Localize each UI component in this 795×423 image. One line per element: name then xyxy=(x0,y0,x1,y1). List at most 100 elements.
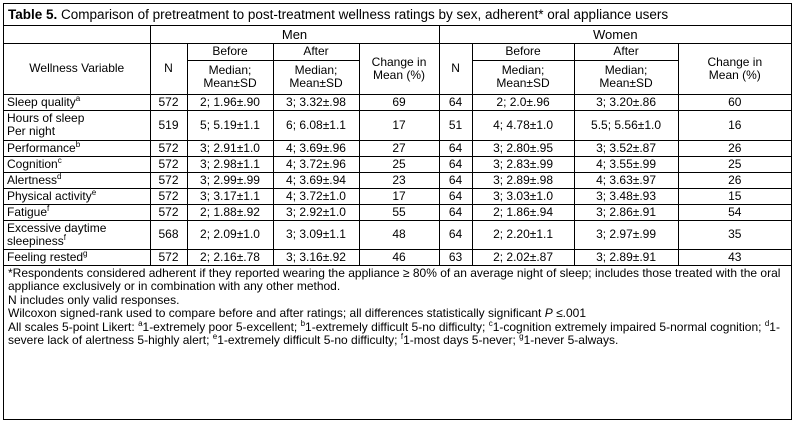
variable-cell: Cognitionc xyxy=(4,155,151,173)
men-n-cell: 572 xyxy=(149,139,188,157)
women-n-cell: 64 xyxy=(438,155,473,173)
women-after-header: After xyxy=(573,42,679,61)
before-after-header-row: Wellness Variable N Before After Change … xyxy=(4,42,792,95)
men-n-cell: 572 xyxy=(149,203,188,221)
women-before-cell: 3; 2.80±.95 xyxy=(471,139,575,157)
table-title: Table 5. Comparison of pretreatment to p… xyxy=(4,4,791,26)
table-row: Fatiguef 572 2; 1.88±.92 3; 2.92±1.0 55 … xyxy=(4,203,792,221)
men-n-cell: 572 xyxy=(149,93,188,111)
women-before-cell: 2; 1.86±.94 xyxy=(471,203,575,221)
variable-cell: Fatiguef xyxy=(4,203,151,221)
women-after-cell: 3; 2.86±.91 xyxy=(573,203,679,221)
table-row: Excessive daytime sleepinessf 568 2; 2.09… xyxy=(4,219,792,250)
blank-header-cell xyxy=(4,26,151,44)
women-before-median-header: Median; Mean±SD xyxy=(471,59,575,95)
women-after-cell: 3; 2.89±.91 xyxy=(573,248,679,266)
men-after-cell: 4; 3.72±.96 xyxy=(272,155,360,173)
women-before-cell: 3; 2.89±.98 xyxy=(471,171,575,189)
men-after-cell: 6; 6.08±1.1 xyxy=(272,109,360,141)
women-before-cell: 3; 3.03±1.0 xyxy=(471,187,575,205)
men-before-cell: 2; 2.09±1.0 xyxy=(186,219,274,250)
women-n-cell: 64 xyxy=(438,171,473,189)
footnote-n: N includes only valid responses. xyxy=(8,292,180,307)
men-after-cell: 4; 3.72±1.0 xyxy=(272,187,360,205)
women-after-cell: 3; 3.48±.93 xyxy=(573,187,679,205)
women-n-cell: 64 xyxy=(438,139,473,157)
table-row: Performanceb 572 3; 2.91±1.0 4; 3.69±.96… xyxy=(4,139,792,157)
women-after-cell: 4; 3.55±.99 xyxy=(573,155,679,173)
variable-header: Wellness Variable xyxy=(4,42,151,95)
table-row: Hours of sleep Per night 519 5; 5.19±1.1 … xyxy=(4,109,792,141)
footnote-wilcoxon: Wilcoxon signed-rank used to compare bef… xyxy=(8,306,587,321)
men-change-cell: 55 xyxy=(358,203,440,221)
men-after-cell: 4; 3.69±.94 xyxy=(272,171,360,189)
women-n-cell: 64 xyxy=(438,187,473,205)
men-change-cell: 27 xyxy=(358,139,440,157)
men-after-median-header: Median; Mean±SD xyxy=(272,59,360,95)
men-n-cell: 572 xyxy=(149,155,188,173)
table-figure: Table 5. Comparison of pretreatment to p… xyxy=(3,3,792,420)
men-before-cell: 2; 2.16±.78 xyxy=(186,248,274,266)
table-row: Sleep qualitya 572 2; 1.96±.90 3; 3.32±.… xyxy=(4,93,792,111)
women-change-cell: 54 xyxy=(677,203,792,221)
men-before-header: Before xyxy=(186,42,274,61)
women-change-cell: 43 xyxy=(677,248,792,266)
men-n-header: N xyxy=(149,42,188,95)
women-change-cell: 60 xyxy=(677,93,792,111)
women-after-cell: 3; 2.97±.99 xyxy=(573,219,679,250)
women-change-cell: 26 xyxy=(677,171,792,189)
men-n-cell: 519 xyxy=(149,109,188,141)
women-after-cell: 3; 3.20±.86 xyxy=(573,93,679,111)
women-after-cell: 5.5; 5.56±1.0 xyxy=(573,109,679,141)
women-change-cell: 35 xyxy=(677,219,792,250)
variable-cell: Performanceb xyxy=(4,139,151,157)
table-row: Feeling restedg 572 2; 2.16±.78 3; 3.16±… xyxy=(4,248,792,266)
men-n-cell: 568 xyxy=(149,219,188,250)
women-group-header: Women xyxy=(438,26,792,44)
men-before-cell: 5; 5.19±1.1 xyxy=(186,109,274,141)
women-before-cell: 3; 2.83±.99 xyxy=(471,155,575,173)
men-change-cell: 46 xyxy=(358,248,440,266)
women-before-cell: 2; 2.02±.87 xyxy=(471,248,575,266)
table-label: Table 5. xyxy=(8,7,58,22)
men-after-cell: 3; 2.92±1.0 xyxy=(272,203,360,221)
wellness-table: Men Women Wellness Variable N Before Aft… xyxy=(4,26,792,266)
variable-cell: Physical activitye xyxy=(4,187,151,205)
men-change-cell: 48 xyxy=(358,219,440,250)
men-after-cell: 3; 3.32±.98 xyxy=(272,93,360,111)
men-after-cell: 4; 3.69±.96 xyxy=(272,139,360,157)
men-n-cell: 572 xyxy=(149,171,188,189)
table-row: Physical activitye 572 3; 3.17±1.1 4; 3.… xyxy=(4,187,792,205)
women-n-cell: 63 xyxy=(438,248,473,266)
women-change-cell: 26 xyxy=(677,139,792,157)
men-before-median-header: Median; Mean±SD xyxy=(187,59,274,95)
men-before-cell: 3; 2.99±.99 xyxy=(186,171,274,189)
men-change-cell: 17 xyxy=(358,187,440,205)
women-before-cell: 2; 2.20±1.1 xyxy=(471,219,575,250)
variable-cell: Alertnessd xyxy=(4,171,151,189)
men-change-header: Change in Mean (%) xyxy=(358,42,440,95)
women-after-cell: 4; 3.63±.97 xyxy=(573,171,679,189)
median-header-row: Median; Mean±SD Median; Mean±SD Median; Mea… xyxy=(4,59,791,95)
group-header-row: Men Women xyxy=(4,26,792,44)
men-before-cell: 2; 1.88±.92 xyxy=(186,203,274,221)
women-before-cell: 4; 4.78±1.0 xyxy=(471,109,575,141)
women-n-cell: 51 xyxy=(438,109,473,141)
women-n-cell: 64 xyxy=(438,93,473,111)
footnote-adherent: *Respondents considered adherent if they… xyxy=(8,265,781,294)
men-change-cell: 23 xyxy=(358,171,440,189)
women-after-cell: 3; 3.52±.87 xyxy=(573,139,679,157)
variable-cell: Sleep qualitya xyxy=(4,93,151,111)
men-change-cell: 17 xyxy=(358,109,440,141)
women-change-cell: 16 xyxy=(677,109,792,141)
women-change-header: Change in Mean (%) xyxy=(677,42,792,95)
men-after-cell: 3; 3.16±.92 xyxy=(272,248,360,266)
table-footnotes: *Respondents considered adherent if they… xyxy=(4,266,791,349)
men-change-cell: 69 xyxy=(358,93,440,111)
men-group-header: Men xyxy=(149,26,440,44)
men-after-cell: 3; 3.09±1.1 xyxy=(272,219,360,250)
men-before-cell: 3; 3.17±1.1 xyxy=(186,187,274,205)
footnote-scales: All scales 5-point Likert: a1-extremely … xyxy=(8,318,780,348)
variable-cell: Hours of sleep Per night xyxy=(4,109,151,141)
men-before-cell: 2; 1.96±.90 xyxy=(186,93,274,111)
